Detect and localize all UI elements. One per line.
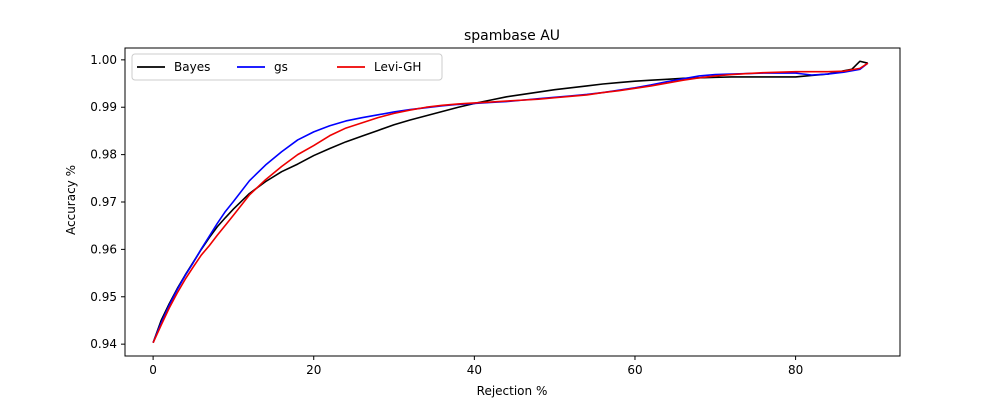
x-axis-label: Rejection %: [477, 384, 548, 398]
legend: Bayes gs Levi-GH: [131, 53, 443, 81]
y-tick-label: 0.95: [90, 290, 117, 304]
y-tick-label: 0.97: [90, 195, 117, 209]
plot-area: [152, 60, 869, 344]
series-line-gs: [152, 62, 869, 344]
legend-entry: gs: [274, 60, 288, 74]
x-tick-label: 60: [627, 363, 642, 377]
y-tick-label: 0.94: [90, 337, 117, 351]
chart-title: spambase AU: [464, 28, 560, 44]
series-line-bayes: [152, 60, 869, 344]
y-tick-label: 0.96: [90, 242, 117, 256]
x-tick-label: 20: [306, 363, 321, 377]
x-tick-label: 80: [788, 363, 803, 377]
x-tick-label: 0: [149, 363, 157, 377]
y-tick-label: 0.98: [90, 148, 117, 162]
x-tick-label: 40: [467, 363, 482, 377]
legend-entry: Bayes: [174, 60, 210, 74]
y-tick-label: 0.99: [90, 100, 117, 114]
legend-box: [131, 53, 443, 81]
legend-entry: Levi-GH: [374, 60, 421, 74]
y-axis: 0.94 0.95 0.96 0.97 0.98 0.99 1.00: [90, 53, 125, 351]
y-axis-label: Accuracy %: [64, 165, 78, 235]
x-axis: 0 20 40 60 80: [149, 356, 803, 377]
series-line-levi-gh: [152, 62, 869, 344]
y-tick-label: 1.00: [90, 53, 117, 67]
